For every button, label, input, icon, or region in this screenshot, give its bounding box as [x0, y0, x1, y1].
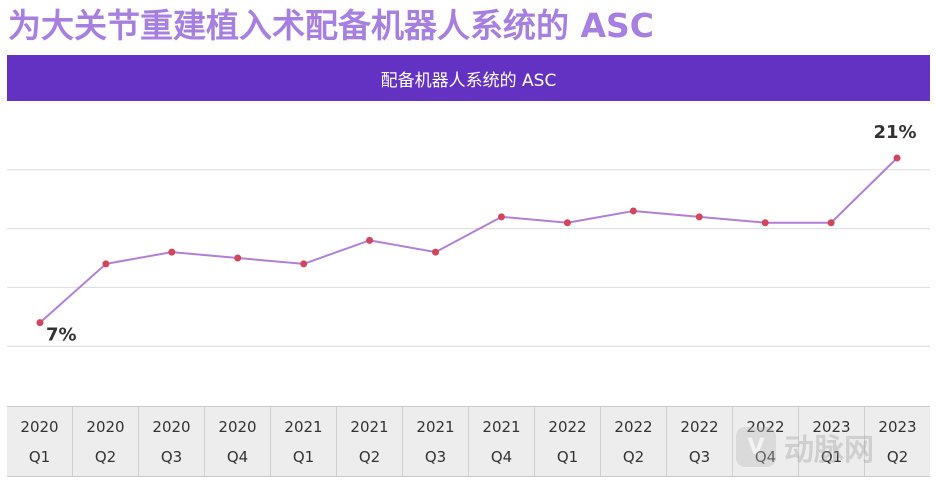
- data-point: [168, 248, 176, 256]
- x-tick-year: 2023: [878, 417, 917, 436]
- watermark-text: 动脉网: [784, 433, 874, 468]
- data-point: [629, 207, 637, 215]
- data-point: [563, 219, 571, 227]
- x-tick-quarter: Q3: [688, 447, 711, 466]
- data-point: [761, 219, 769, 227]
- x-tick-year: 2020: [152, 417, 191, 436]
- x-tick-label: 2020 Q3: [138, 407, 204, 476]
- data-point: [432, 248, 440, 256]
- x-tick-quarter: Q2: [358, 447, 381, 466]
- x-tick-year: 2022: [548, 417, 587, 436]
- plot-area: 7% 21%: [7, 101, 930, 407]
- data-point: [497, 213, 505, 221]
- data-point: [36, 319, 44, 327]
- page-title: 为大关节重建植入术配备机器人系统的 ASC: [8, 6, 655, 45]
- data-point: [827, 219, 835, 227]
- x-tick-year: 2020: [20, 417, 59, 436]
- x-tick-label: 2020 Q2: [72, 407, 138, 476]
- x-tick-label: 2021 Q2: [336, 407, 402, 476]
- x-tick-quarter: Q4: [226, 447, 249, 466]
- x-tick-quarter: Q1: [28, 447, 51, 466]
- data-point: [695, 213, 703, 221]
- watermark-logo: V: [736, 427, 776, 467]
- data-label: 7%: [46, 325, 77, 346]
- x-tick-label: 2023 Q2: [864, 407, 930, 476]
- x-tick-quarter: Q4: [490, 447, 513, 466]
- chart-title: 配备机器人系统的 ASC: [380, 70, 557, 91]
- x-tick-label: 2022 Q1: [534, 407, 600, 476]
- x-tick-label: 2022 Q3: [666, 407, 732, 476]
- x-tick-year: 2020: [218, 417, 257, 436]
- x-axis: 2020 Q1 2020 Q2 2020 Q3 2020 Q4 2021 Q1 2021 Q2 2021…: [7, 406, 930, 477]
- x-tick-quarter: Q3: [424, 447, 447, 466]
- x-tick-year: 2022: [680, 417, 719, 436]
- series-line: [39, 157, 898, 324]
- data-point: [300, 260, 308, 268]
- x-tick-label: 2020 Q1: [7, 407, 72, 476]
- x-tick-quarter: Q2: [622, 447, 645, 466]
- x-tick-year: 2021: [482, 417, 521, 436]
- chart-title-bar: 配备机器人系统的 ASC: [7, 55, 930, 101]
- x-tick-quarter: Q1: [292, 447, 315, 466]
- x-tick-year: 2021: [350, 417, 389, 436]
- x-tick-year: 2020: [86, 417, 125, 436]
- x-tick-label: 2020 Q4: [204, 407, 270, 476]
- data-point: [893, 154, 901, 162]
- watermark: V 动脉网: [736, 425, 874, 469]
- x-tick-quarter: Q1: [556, 447, 579, 466]
- data-label: 21%: [873, 122, 916, 143]
- x-tick-year: 2021: [416, 417, 455, 436]
- data-point: [366, 236, 374, 244]
- x-tick-label: 2021 Q4: [468, 407, 534, 476]
- x-tick-quarter: Q2: [94, 447, 117, 466]
- x-tick-quarter: Q1: [820, 447, 843, 466]
- data-point: [102, 260, 110, 268]
- x-tick-label: 2021 Q1: [270, 407, 336, 476]
- x-tick-label: 2022 Q4: [732, 407, 798, 476]
- x-tick-label: 2023 Q1: [798, 407, 864, 476]
- x-tick-year: 2022: [746, 415, 784, 439]
- line-chart: 7% 21%: [7, 122, 930, 347]
- x-tick-year: 2022: [614, 417, 653, 436]
- x-tick-year: 2023: [812, 417, 851, 436]
- x-tick-quarter: Q3: [160, 447, 183, 466]
- data-point: [234, 254, 242, 262]
- x-tick-quarter: Q4: [755, 445, 776, 469]
- x-tick-label: 2022 Q2: [600, 407, 666, 476]
- x-tick-quarter: Q2: [886, 447, 909, 466]
- x-tick-year: 2021: [284, 417, 323, 436]
- x-tick-label: 2021 Q3: [402, 407, 468, 476]
